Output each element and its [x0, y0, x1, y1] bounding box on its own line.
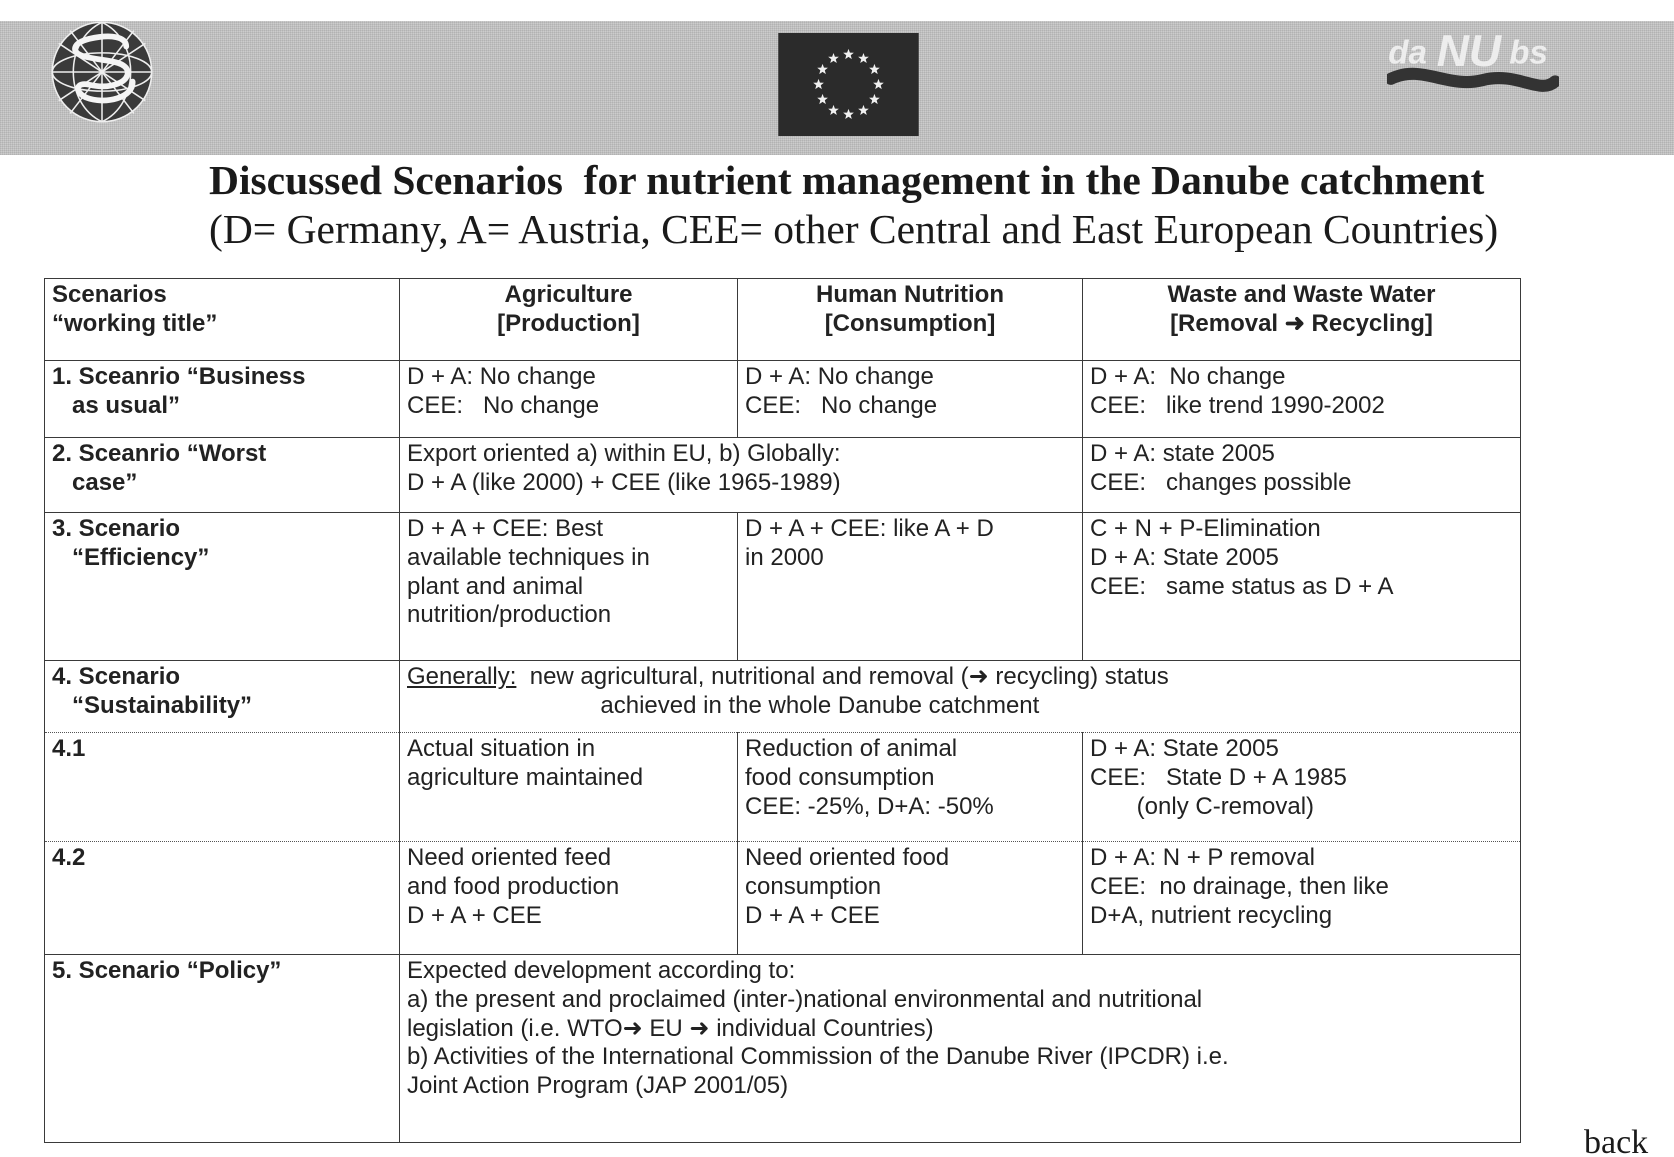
svg-text:bs: bs [1509, 35, 1548, 72]
svg-text:da: da [1388, 35, 1427, 72]
svg-text:NU: NU [1437, 27, 1503, 76]
